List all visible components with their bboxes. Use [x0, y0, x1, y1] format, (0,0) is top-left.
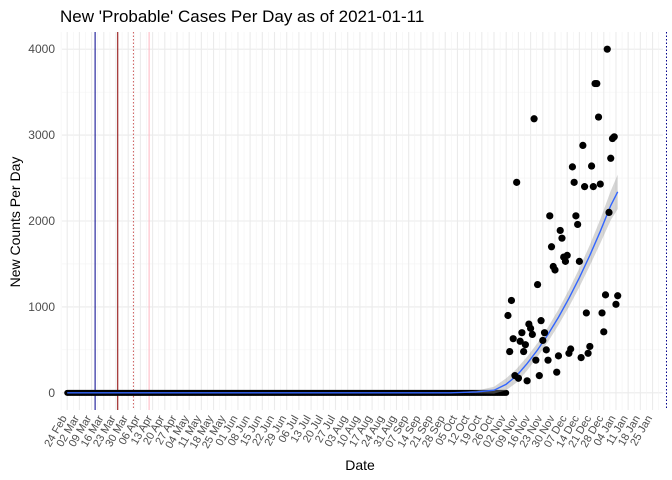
data-point — [589, 183, 597, 191]
data-point — [584, 349, 592, 357]
data-point — [533, 280, 542, 289]
data-point — [556, 226, 564, 235]
trend-line — [67, 191, 619, 394]
data-point — [535, 372, 543, 380]
data-point — [530, 115, 538, 123]
data-point — [553, 368, 561, 376]
grid — [60, 32, 663, 410]
data-point — [528, 330, 536, 338]
y-tick-label: 0 — [48, 386, 55, 400]
data-point — [567, 345, 575, 353]
chart-title: New 'Probable' Cases Per Day as of 2021-… — [60, 7, 424, 26]
data-point — [572, 212, 580, 220]
data-point — [507, 296, 516, 305]
data-point — [577, 353, 585, 362]
data-point — [506, 347, 514, 356]
data-point — [587, 162, 596, 170]
data-point — [593, 79, 601, 88]
y-axis-title: New Counts Per Day — [7, 157, 23, 288]
data-point — [596, 180, 604, 188]
data-point — [513, 178, 521, 186]
data-point — [514, 374, 523, 382]
data-point — [537, 317, 545, 325]
data-point — [600, 328, 608, 336]
data-point — [610, 133, 618, 141]
data-point — [612, 300, 620, 308]
data-point — [581, 183, 589, 191]
y-tick-label: 1000 — [28, 300, 55, 314]
y-tick-label: 2000 — [28, 214, 55, 228]
data-point — [518, 329, 526, 337]
data-point — [594, 113, 603, 121]
y-tick-label: 4000 — [28, 42, 55, 56]
y-axis-ticks: 0 1000 2000 3000 4000 — [28, 42, 55, 400]
trend-series — [67, 174, 619, 394]
data-point — [579, 141, 587, 149]
data-point — [504, 311, 512, 320]
data-point — [568, 163, 577, 171]
data-point — [540, 329, 549, 337]
data-point — [551, 266, 559, 274]
data-point — [582, 309, 590, 317]
data-point — [598, 309, 606, 317]
data-point — [563, 251, 571, 259]
y-tick-label: 3000 — [28, 128, 55, 142]
data-point — [539, 336, 547, 345]
data-point — [603, 45, 611, 53]
data-point — [527, 324, 535, 332]
reference-lines — [94, 32, 667, 410]
data-point — [575, 257, 583, 265]
data-point — [532, 356, 540, 364]
data-point — [607, 154, 615, 162]
data-point — [586, 342, 594, 351]
data-point — [570, 178, 578, 186]
data-point — [601, 291, 610, 299]
data-point — [521, 341, 529, 349]
data-point — [546, 212, 554, 220]
data-point — [614, 292, 622, 300]
data-point — [605, 208, 613, 217]
data-point — [509, 335, 517, 343]
data-point — [542, 346, 550, 354]
data-point — [554, 352, 563, 360]
data-point — [523, 377, 531, 385]
data-point — [574, 220, 582, 229]
data-point — [558, 234, 566, 242]
data-point — [520, 347, 528, 356]
zero-point — [503, 390, 510, 396]
data-points — [504, 45, 622, 385]
data-point — [547, 243, 556, 251]
x-axis-title: Date — [345, 457, 375, 473]
data-point — [561, 257, 570, 265]
data-point — [544, 356, 552, 364]
data-point — [516, 337, 524, 345]
